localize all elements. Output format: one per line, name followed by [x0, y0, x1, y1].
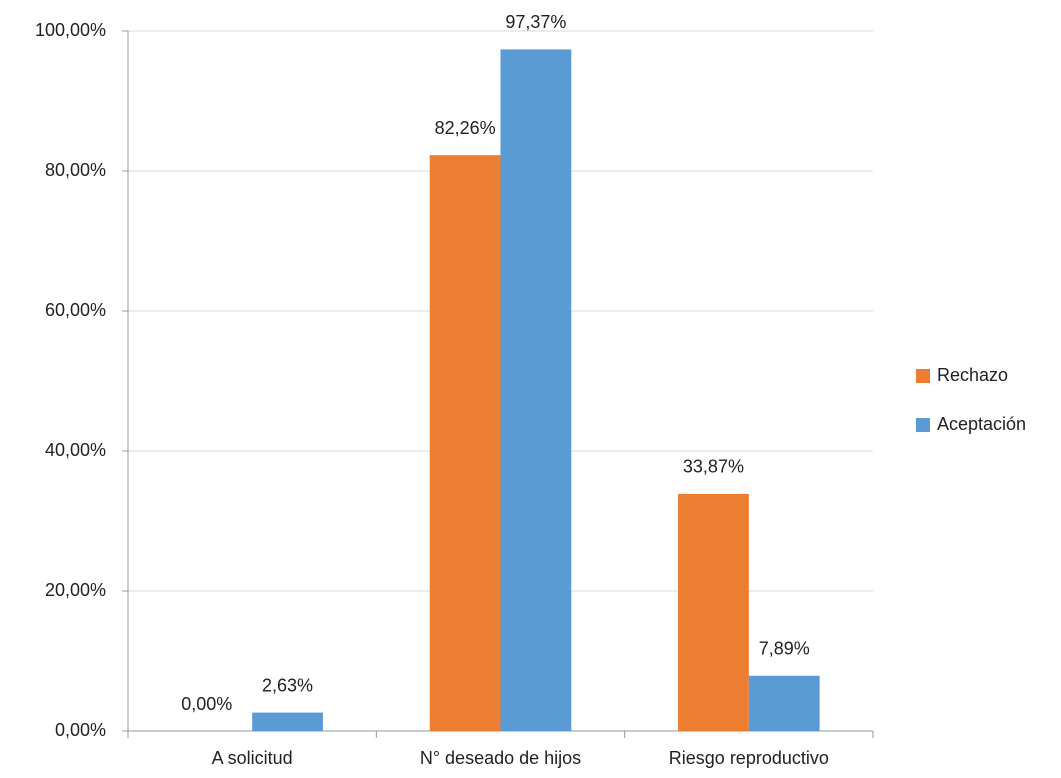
- y-tick-label: 0,00%: [55, 720, 106, 740]
- legend-label: Aceptación: [937, 414, 1026, 434]
- x-tick-label: A solicitud: [212, 748, 293, 768]
- x-tick-label: N° deseado de hijos: [420, 748, 581, 768]
- y-tick-label: 60,00%: [45, 300, 106, 320]
- data-label: 2,63%: [262, 675, 313, 695]
- bar: [500, 49, 572, 732]
- legend-swatch: [916, 369, 930, 383]
- legend-swatch: [916, 418, 930, 432]
- bar: [748, 675, 820, 731]
- data-label: 33,87%: [683, 457, 744, 477]
- data-label: 0,00%: [181, 694, 232, 714]
- y-tick-label: 40,00%: [45, 440, 106, 460]
- y-tick-label: 100,00%: [35, 20, 106, 40]
- data-label: 82,26%: [435, 118, 496, 138]
- x-tick-label: Riesgo reproductivo: [669, 748, 829, 768]
- bar: [252, 712, 323, 731]
- data-label: 97,37%: [505, 12, 566, 32]
- bar: [429, 155, 501, 731]
- legend-label: Rechazo: [937, 365, 1008, 385]
- bar: [678, 493, 749, 731]
- y-tick-label: 20,00%: [45, 580, 106, 600]
- data-label: 7,89%: [759, 639, 810, 659]
- y-tick-label: 80,00%: [45, 160, 106, 180]
